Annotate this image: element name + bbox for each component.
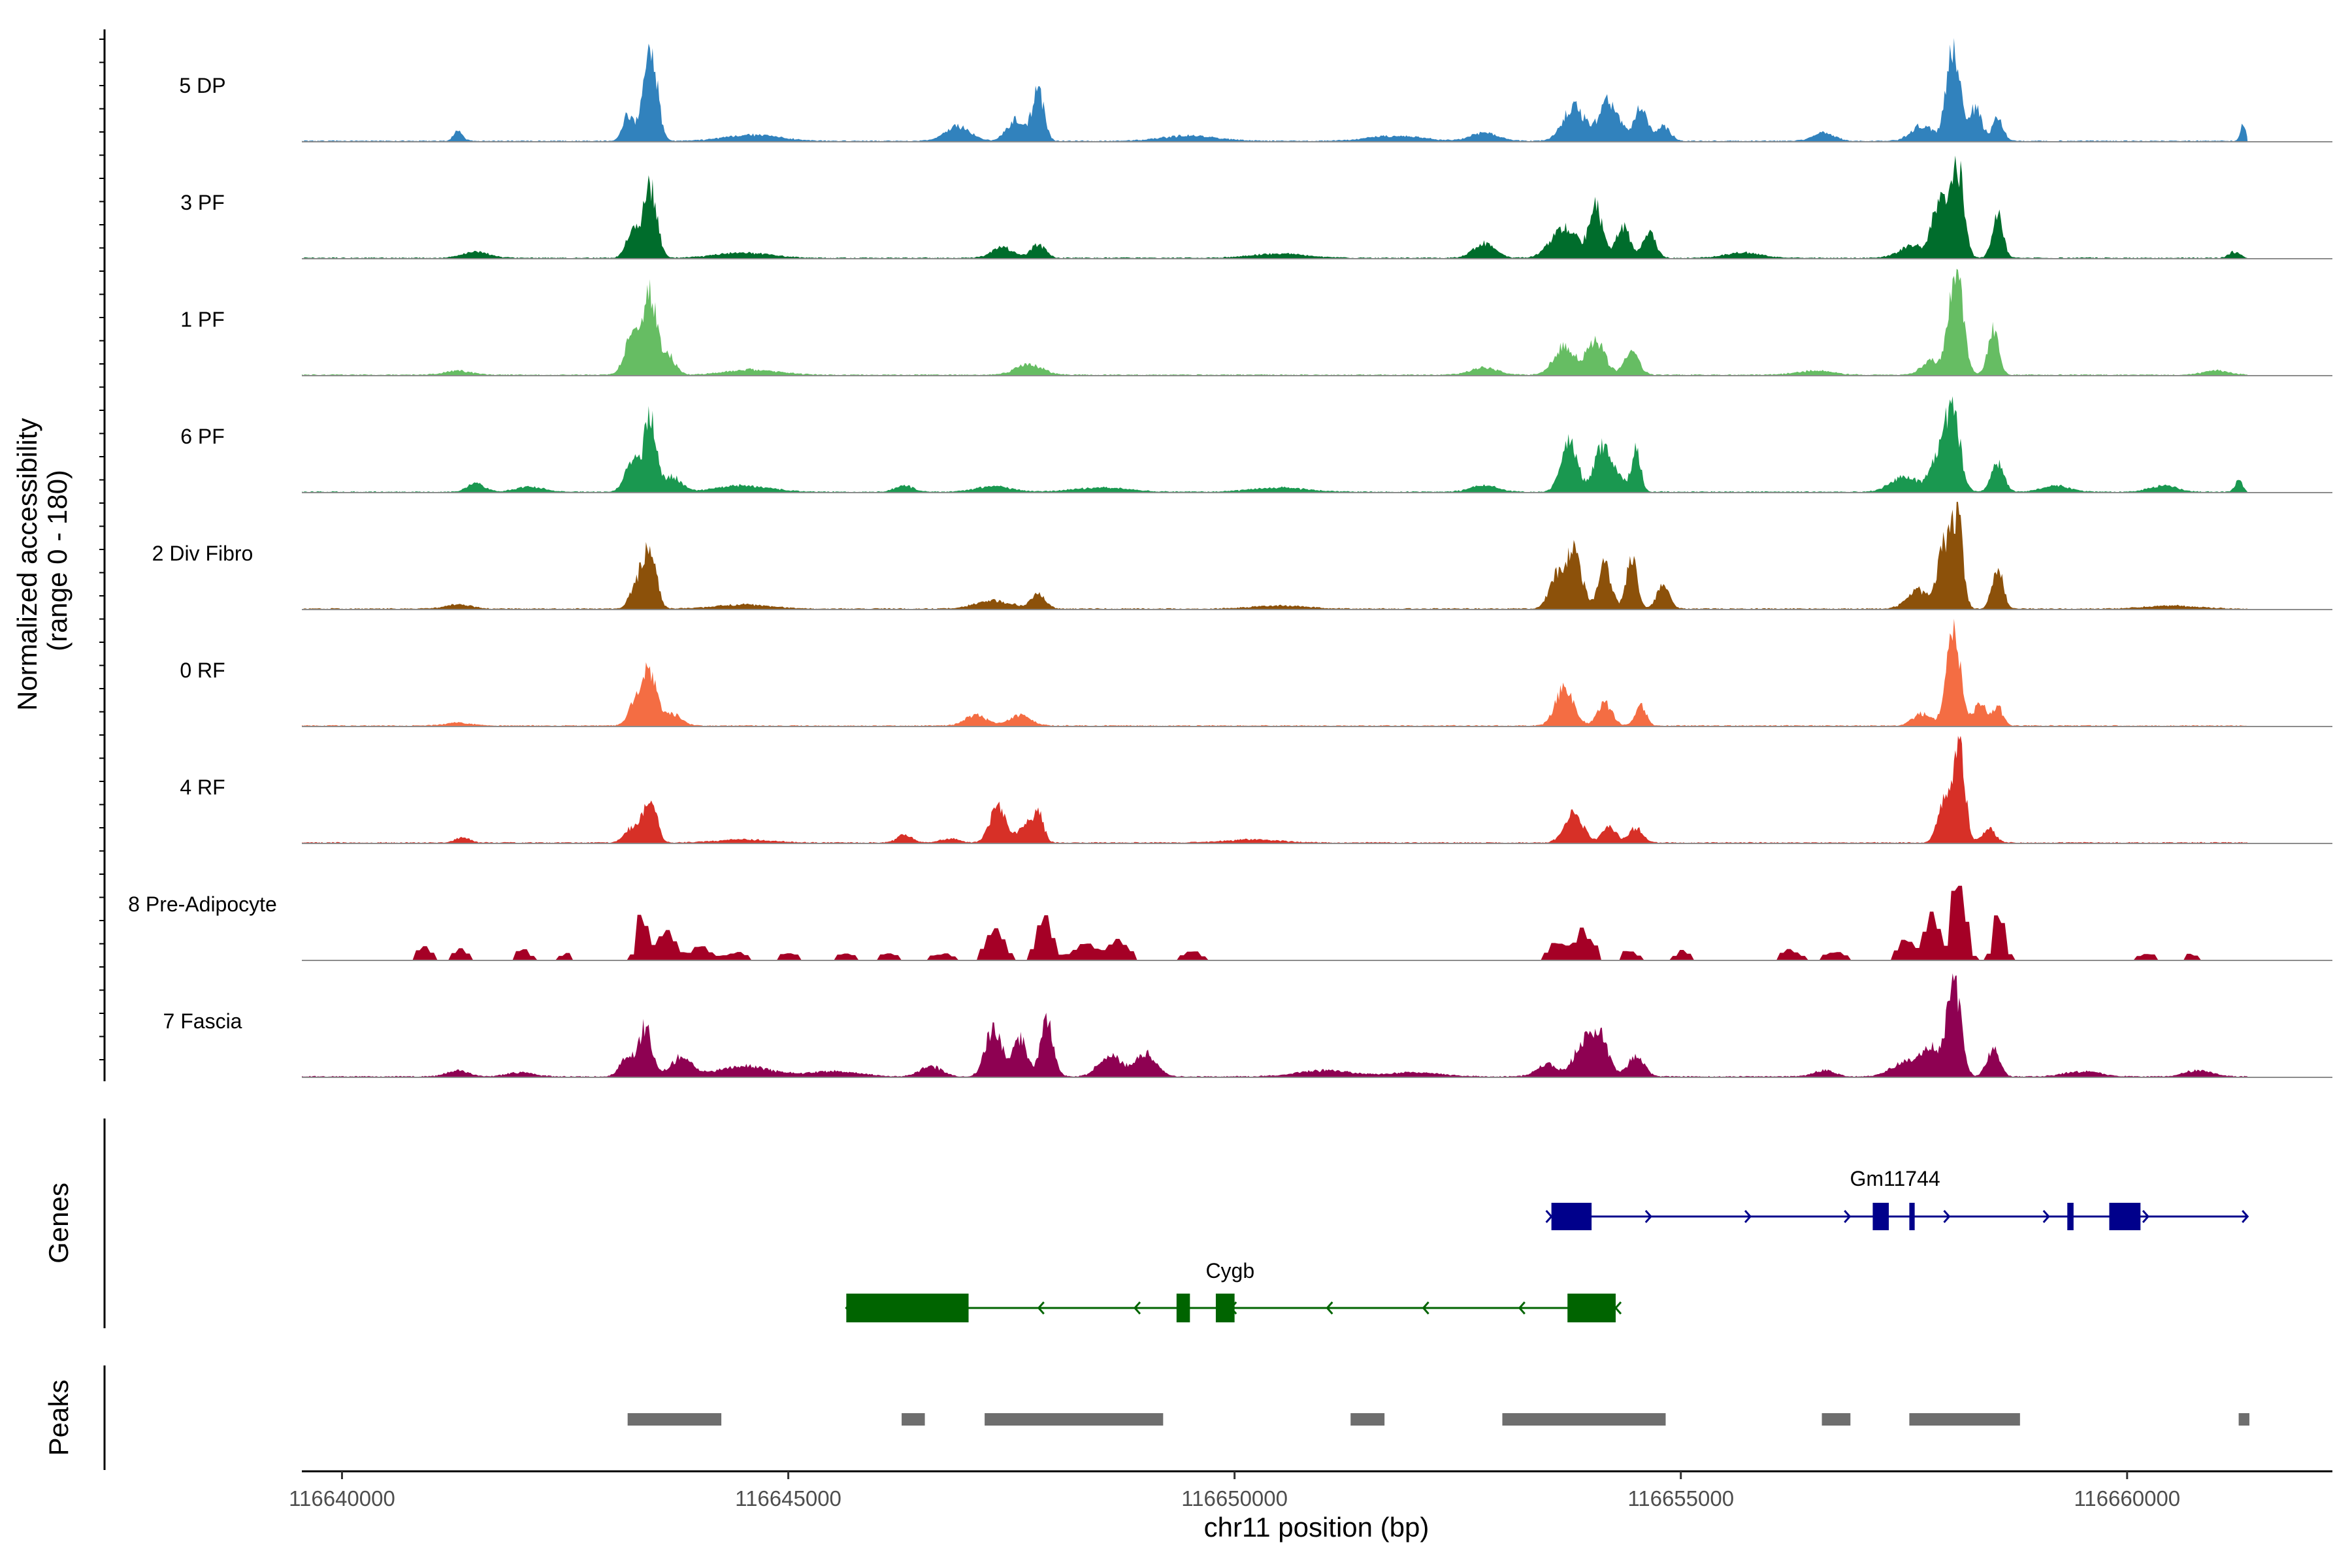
coverage-y-axis-ticks (99, 39, 105, 1060)
peak-bar (2238, 1413, 2249, 1426)
track-1-pf: 1 PF (180, 269, 2332, 376)
track-5-dp: 5 DP (179, 38, 2332, 142)
coverage-area (302, 736, 2248, 843)
strand-arrow (1545, 1210, 1553, 1223)
coverage-area (302, 973, 2248, 1077)
strand-arrow (1326, 1301, 1333, 1315)
peak-bar (1350, 1413, 1385, 1426)
y-axis-title-line2: (range 0 - 180) (42, 470, 73, 651)
gene-label: Cygb (1205, 1259, 1254, 1282)
x-tick-label: 116655000 (1627, 1486, 1734, 1511)
peak-bar (1502, 1413, 1666, 1426)
track-2-div-fibro: 2 Div Fibro (152, 502, 2332, 610)
peak-bar (1909, 1413, 2020, 1426)
track-8-pre-adipocyte: 8 Pre-Adipocyte (128, 885, 2332, 961)
gene-annotations: Gm11744 Cygb (845, 1167, 2249, 1322)
track-label: 2 Div Fibro (152, 542, 253, 565)
track-label: 8 Pre-Adipocyte (128, 892, 277, 916)
strand-arrow (1422, 1301, 1429, 1315)
strand-arrow (2142, 1210, 2149, 1223)
track-label: 5 DP (179, 74, 225, 97)
track-label: 4 RF (180, 776, 225, 799)
gene-exon (1215, 1294, 1235, 1322)
coverage-area (302, 396, 2248, 493)
x-tick-label: 116660000 (2074, 1486, 2180, 1511)
strand-arrow (1744, 1210, 1752, 1223)
gene-gm11744: Gm11744 (1545, 1167, 2249, 1230)
gene-exon (1176, 1294, 1190, 1322)
gene-exon (2067, 1203, 2074, 1230)
track-7-fascia: 7 Fascia (163, 973, 2332, 1078)
peak-regions (627, 1413, 2249, 1426)
coverage-tracks: 5 DP 3 PF 1 PF 6 PF 2 Div Fibro 0 RF 4 RF 8 Pre… (128, 38, 2332, 1078)
coverage-area (302, 269, 2248, 376)
peak-bar (985, 1413, 1164, 1426)
gene-exon (1567, 1294, 1616, 1322)
track-label: 7 Fascia (163, 1009, 242, 1033)
track-4-rf: 4 RF (180, 736, 2332, 844)
gene-exon (2109, 1203, 2141, 1230)
coverage-area (302, 885, 2248, 960)
coverage-area (302, 502, 2248, 610)
track-label: 3 PF (180, 191, 225, 214)
x-tick-label: 116640000 (289, 1486, 395, 1511)
coverage-area (302, 38, 2248, 142)
strand-arrow (1037, 1301, 1045, 1315)
gene-exon (1872, 1203, 1889, 1230)
y-axis-title-line1: Normalized accessibility (12, 418, 42, 711)
coverage-area (302, 155, 2248, 259)
genes-panel-label: Genes (43, 1183, 74, 1264)
gene-exon (1551, 1203, 1592, 1230)
gene-exon (1909, 1203, 1915, 1230)
x-axis-ticks: 116640000 116645000 116650000 116655000 1166… (289, 1471, 2180, 1511)
track-label: 0 RF (180, 659, 225, 682)
track-label: 6 PF (180, 425, 225, 448)
strand-arrow (1644, 1210, 1652, 1223)
strand-arrow (1133, 1301, 1141, 1315)
gene-cygb: Cygb (845, 1259, 1622, 1322)
track-0-rf: 0 RF (180, 619, 2332, 727)
peak-bar (1821, 1413, 1851, 1426)
x-axis-title: chr11 position (bp) (1204, 1512, 1429, 1543)
strand-arrow (1943, 1210, 1951, 1223)
track-3-pf: 3 PF (180, 155, 2332, 259)
strand-arrow (2042, 1210, 2050, 1223)
peak-bar (902, 1413, 925, 1426)
track-6-pf: 6 PF (180, 396, 2332, 493)
strand-arrow (1844, 1210, 1852, 1223)
y-axis-title: Normalized accessibility (range 0 - 180) (12, 410, 73, 711)
x-tick-label: 116645000 (735, 1486, 841, 1511)
gene-label: Gm11744 (1850, 1167, 1940, 1190)
strand-arrow (1614, 1301, 1622, 1315)
x-tick-label: 116650000 (1181, 1486, 1288, 1511)
gene-exon (846, 1294, 969, 1322)
peak-bar (627, 1413, 722, 1426)
coverage-area (302, 619, 2248, 727)
peaks-panel-label: Peaks (43, 1380, 74, 1456)
strand-arrow (2242, 1210, 2249, 1223)
strand-arrow (1518, 1301, 1526, 1315)
track-label: 1 PF (180, 308, 225, 331)
